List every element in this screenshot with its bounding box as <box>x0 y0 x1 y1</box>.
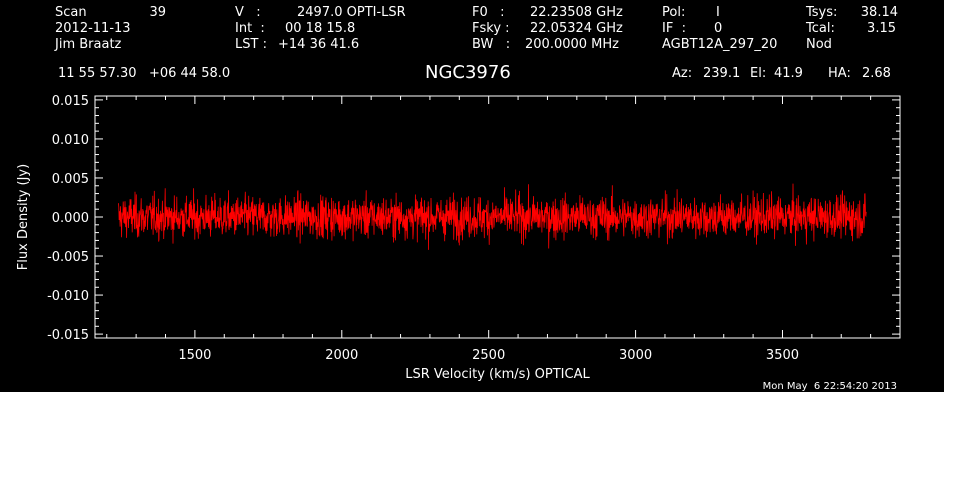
y-tick-label: -0.015 <box>47 328 89 343</box>
x-tick-label: 1500 <box>178 348 211 363</box>
switching-mode: Nod <box>806 37 832 52</box>
y-tick-label: 0.005 <box>52 172 89 187</box>
tsys-label: Tsys: <box>806 5 838 20</box>
fsky-label: Fsky : <box>472 21 510 36</box>
elevation-value: 41.9 <box>774 66 803 81</box>
velocity-label: V : <box>235 5 261 20</box>
y-tick-label: 0.015 <box>52 94 89 109</box>
velocity-value: 2497.0 OPTI-LSR <box>297 5 406 20</box>
tcal-label: Tcal: <box>806 21 835 36</box>
hour-angle-label: HA: <box>828 66 851 81</box>
hour-angle-value: 2.68 <box>862 66 891 81</box>
azimuth-value: 239.1 <box>703 66 741 81</box>
lst-label: LST : <box>235 37 272 52</box>
bandwidth-value: 200.0000 MHz <box>525 37 619 52</box>
if-label: IF : <box>662 21 686 36</box>
y-axis-title: Flux Density (Jy) <box>16 164 31 270</box>
scan-label: Scan <box>55 5 87 20</box>
x-tick-label: 2000 <box>325 348 358 363</box>
fsky-value: 22.05324 GHz <box>530 21 623 36</box>
x-tick-label: 3000 <box>619 348 652 363</box>
bandwidth-label: BW : <box>472 37 511 52</box>
x-axis-title: LSR Velocity (km/s) OPTICAL <box>405 367 590 382</box>
x-tick-label: 2500 <box>472 348 505 363</box>
f0-label: F0 : <box>472 5 505 20</box>
axis-ticks: 1500 2000 2500 3000 3500 -0.015 -0.010 -0.005 0.… <box>47 94 901 363</box>
object-name: NGC3976 <box>425 62 511 83</box>
source-coordinates: 11 55 57.30 +06 44 58.0 <box>58 66 231 81</box>
observer-name: Jim Braatz <box>55 37 122 52</box>
integration-label: Int : <box>235 21 265 36</box>
y-tick-label: -0.010 <box>47 289 89 304</box>
plot-panel: Scan 39 2012-11-13 Jim Braatz V : 2497.0… <box>0 0 944 392</box>
polarization-label: Pol: <box>662 5 686 20</box>
y-tick-label: 0.000 <box>52 211 89 226</box>
plot-timestamp: Mon May 6 22:54:20 2013 <box>762 381 897 392</box>
spectrum-trace <box>118 183 867 250</box>
y-tick-label: -0.005 <box>47 250 89 265</box>
x-tick-label: 3500 <box>766 348 799 363</box>
polarization-value: I <box>716 5 720 20</box>
elevation-label: El: <box>750 66 767 81</box>
tsys-value: 38.14 <box>860 5 898 20</box>
observation-date: 2012-11-13 <box>55 21 131 36</box>
scan-value: 39 <box>149 5 166 20</box>
spectrum-trace-layer <box>118 183 867 250</box>
integration-value: 00 18 15.8 <box>285 21 356 36</box>
lst-value: +14 36 41.6 <box>278 37 360 52</box>
f0-value: 22.23508 GHz <box>530 5 623 20</box>
project-id: AGBT12A_297_20 <box>662 37 778 52</box>
spectrum-chart: 1500 2000 2500 3000 3500 -0.015 -0.010 -0.005 0.… <box>16 94 901 382</box>
azimuth-label: Az: <box>672 66 693 81</box>
tcal-value: 3.15 <box>867 21 896 36</box>
if-value: 0 <box>714 21 723 36</box>
y-tick-label: 0.010 <box>52 133 89 148</box>
